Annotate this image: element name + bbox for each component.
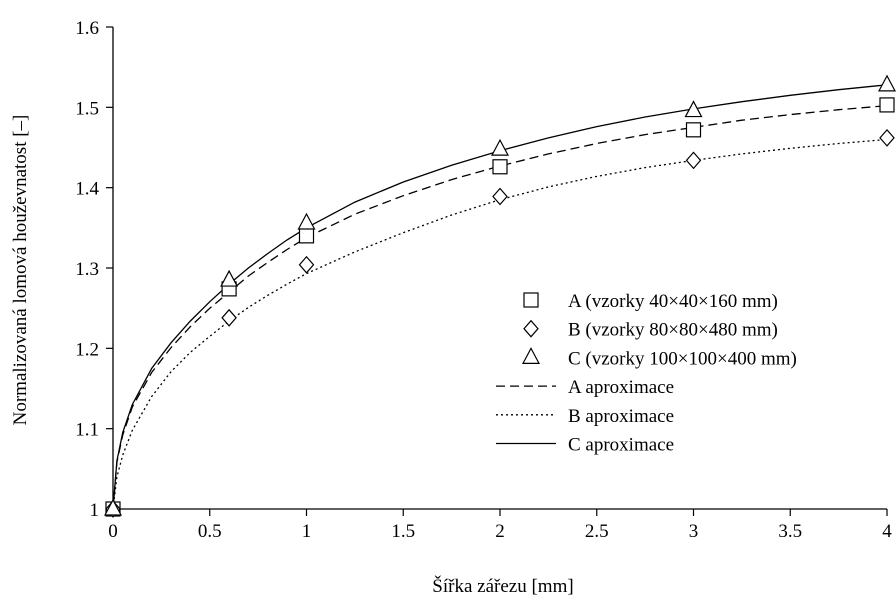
series-markers [104, 74, 896, 518]
y-tick-label: 1.1 [75, 420, 99, 441]
legend-symbol-square [523, 292, 539, 308]
x-ticks: 0 0.5 1 1.5 2 2.5 3 3.5 4 [108, 509, 892, 542]
data-point-diamond [492, 187, 508, 206]
data-point-diamond [298, 255, 315, 274]
axes: 0 0.5 1 1.5 2 2.5 3 3.5 4 1 1.1 1.2 1.3 1.4 1.5 1.6 [75, 18, 892, 542]
y-tick-label: 1.2 [75, 339, 99, 360]
y-tick-label: 1.4 [75, 179, 99, 200]
legend-label: A aproximace [568, 377, 674, 398]
data-point-square [492, 159, 508, 175]
y-tick-label: 1.6 [75, 18, 99, 39]
data-point-triangle [878, 74, 896, 92]
y-tick-label: 1.3 [75, 259, 99, 280]
legend-symbol-triangle [522, 347, 540, 364]
x-axis-title: Šířka zářezu [mm] [432, 575, 573, 597]
x-tick-label: 4 [882, 521, 892, 542]
data-point-square [298, 228, 315, 244]
data-point-diamond [685, 151, 702, 170]
data-point-triangle [297, 212, 316, 230]
x-tick-label: 2.5 [585, 521, 609, 542]
legend-label: C aproximace [568, 435, 674, 456]
legend-label: A (vzorky 40×40×160 mm) [568, 291, 778, 312]
legend-label: B aproximace [568, 406, 674, 427]
legend-label: C (vzorky 100×100×400 mm) [568, 348, 797, 369]
x-tick-label: 1 [302, 521, 312, 542]
data-point-diamond [879, 128, 895, 147]
y-tick-label: 1.5 [75, 98, 99, 119]
data-point-triangle [104, 498, 122, 516]
x-tick-label: 0 [108, 521, 118, 542]
data-point-triangle [491, 138, 509, 156]
legend-label: B (vzorky 80×80×480 mm) [568, 320, 778, 341]
y-axis-title: Normalizovaná lomová houževnatost [–] [10, 115, 31, 426]
y-ticks: 1 1.1 1.2 1.3 1.4 1.5 1.6 [75, 18, 113, 521]
data-point-square [685, 122, 702, 138]
data-point-diamond [221, 308, 237, 327]
x-tick-label: 1.5 [391, 521, 415, 542]
data-point-triangle [684, 100, 703, 118]
series-line-dotted [112, 138, 888, 510]
x-tick-label: 3.5 [778, 521, 802, 542]
data-point-square [879, 97, 895, 113]
data-point-triangle [220, 269, 239, 287]
y-tick-label: 1 [90, 500, 100, 521]
legend: A (vzorky 40×40×160 mm) B (vzorky 80×80×4… [496, 291, 797, 456]
legend-symbol-diamond [523, 319, 539, 338]
x-tick-label: 0.5 [198, 521, 222, 542]
x-tick-label: 2 [495, 521, 505, 542]
x-tick-label: 3 [689, 521, 699, 542]
